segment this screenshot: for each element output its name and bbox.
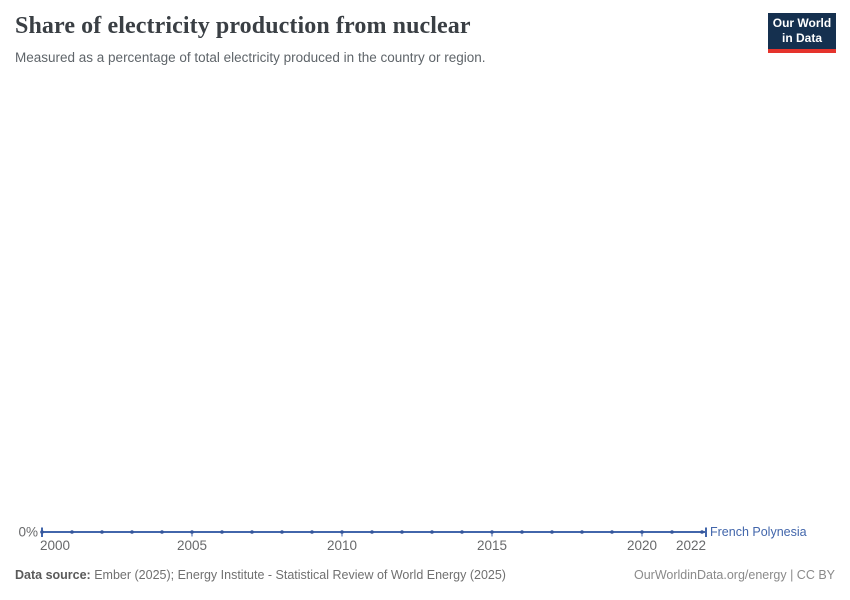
- data-point[interactable]: [490, 530, 494, 534]
- data-point[interactable]: [250, 530, 254, 534]
- data-point[interactable]: [160, 530, 164, 534]
- data-point[interactable]: [40, 530, 44, 534]
- data-point[interactable]: [670, 530, 674, 534]
- data-point[interactable]: [700, 530, 704, 534]
- page-title: Share of electricity production from nuc…: [15, 13, 471, 39]
- data-point[interactable]: [190, 530, 194, 534]
- y-tick-label: 0%: [18, 525, 38, 540]
- data-point[interactable]: [280, 530, 284, 534]
- data-point[interactable]: [430, 530, 434, 534]
- x-tick-label: 2022: [676, 538, 706, 553]
- owid-logo-line2: in Data: [781, 31, 822, 45]
- data-point[interactable]: [400, 530, 404, 534]
- data-point[interactable]: [130, 530, 134, 534]
- data-point[interactable]: [70, 530, 74, 534]
- x-tick-label: 2005: [177, 538, 207, 553]
- data-point[interactable]: [640, 530, 644, 534]
- attribution-link[interactable]: OurWorldinData.org/energy | CC BY: [633, 568, 835, 582]
- data-point[interactable]: [550, 530, 554, 534]
- owid-logo[interactable]: Our World in Data: [768, 13, 836, 53]
- x-tick-label: 2010: [327, 538, 357, 553]
- data-source-text: Ember (2025); Energy Institute - Statist…: [90, 568, 506, 582]
- data-point[interactable]: [520, 530, 524, 534]
- data-point[interactable]: [460, 530, 464, 534]
- x-tick-label: 2000: [40, 538, 70, 553]
- data-source-label: Data source:: [15, 568, 91, 582]
- x-tick-label: 2015: [477, 538, 507, 553]
- data-point[interactable]: [370, 530, 374, 534]
- owid-logo-line1: Our World: [772, 16, 832, 30]
- data-source-note: Data source: Ember (2025); Energy Instit…: [15, 568, 506, 582]
- entity-label[interactable]: French Polynesia: [710, 525, 807, 539]
- chart-subtitle: Measured as a percentage of total electr…: [15, 50, 486, 65]
- data-point[interactable]: [220, 530, 224, 534]
- data-point[interactable]: [610, 530, 614, 534]
- data-point[interactable]: [310, 530, 314, 534]
- x-tick-label: 2020: [627, 538, 657, 553]
- data-point[interactable]: [100, 530, 104, 534]
- data-point[interactable]: [340, 530, 344, 534]
- chart-footer: Data source: Ember (2025); Energy Instit…: [15, 568, 835, 582]
- data-point[interactable]: [580, 530, 584, 534]
